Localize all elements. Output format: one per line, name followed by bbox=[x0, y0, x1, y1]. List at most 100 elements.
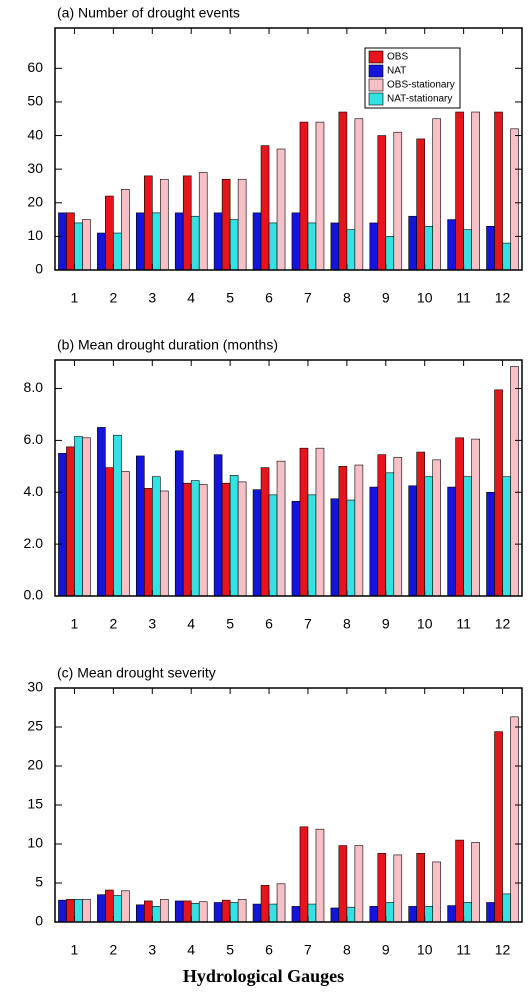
x-tick-label: 4 bbox=[187, 290, 195, 306]
bar bbox=[229, 902, 239, 923]
bar bbox=[135, 212, 145, 271]
bar bbox=[268, 222, 278, 271]
bar bbox=[221, 899, 231, 923]
x-tick-label: 5 bbox=[226, 290, 234, 306]
x-tick-label: 3 bbox=[148, 616, 156, 632]
bar bbox=[330, 222, 340, 271]
bar bbox=[97, 427, 106, 597]
plot-frame bbox=[54, 687, 523, 923]
bar bbox=[299, 121, 309, 271]
bar bbox=[377, 454, 387, 597]
bar bbox=[121, 890, 130, 923]
bar bbox=[385, 902, 395, 923]
y-tick-label: 2.0 bbox=[24, 535, 44, 551]
x-tick-label: 3 bbox=[148, 290, 156, 306]
plot-frame bbox=[54, 359, 523, 597]
bar bbox=[221, 178, 231, 271]
bar bbox=[416, 853, 426, 923]
bar bbox=[291, 212, 301, 271]
x-tick-label: 6 bbox=[265, 942, 273, 958]
bar bbox=[260, 145, 270, 271]
x-tick-label: 3 bbox=[148, 942, 156, 958]
bar bbox=[510, 128, 519, 271]
bar bbox=[369, 486, 379, 597]
bar bbox=[229, 219, 239, 271]
x-axis-label: Hydrological Gauges bbox=[183, 966, 344, 986]
bar bbox=[276, 883, 286, 923]
bar bbox=[494, 731, 503, 923]
legend-label: OBS bbox=[387, 52, 408, 63]
bar bbox=[105, 467, 114, 597]
bar bbox=[447, 905, 456, 923]
x-tick-label: 9 bbox=[382, 942, 390, 958]
y-tick-label: 30 bbox=[27, 679, 43, 695]
bar bbox=[82, 437, 91, 597]
bar bbox=[354, 464, 364, 597]
bar bbox=[105, 889, 114, 923]
bar bbox=[213, 902, 223, 923]
bar bbox=[463, 902, 472, 923]
bar bbox=[237, 178, 247, 271]
x-tick-label: 10 bbox=[417, 616, 433, 632]
bar bbox=[190, 215, 200, 271]
bar bbox=[408, 906, 418, 923]
bar bbox=[354, 118, 364, 271]
bar bbox=[58, 453, 67, 597]
bar bbox=[174, 900, 184, 923]
bar bbox=[252, 212, 262, 271]
y-tick-label: 20 bbox=[27, 757, 43, 773]
bar bbox=[502, 893, 511, 923]
bar bbox=[315, 447, 325, 597]
bar bbox=[182, 482, 192, 597]
bar bbox=[455, 839, 464, 923]
bar bbox=[105, 195, 114, 271]
bar bbox=[471, 842, 480, 923]
x-tick-label: 1 bbox=[71, 616, 79, 632]
bar bbox=[408, 215, 418, 271]
bar bbox=[213, 212, 223, 271]
x-tick-label: 12 bbox=[495, 942, 511, 958]
bar bbox=[143, 900, 153, 923]
bar bbox=[330, 907, 340, 923]
y-tick-label: 0 bbox=[35, 261, 43, 277]
bar bbox=[121, 189, 130, 271]
y-tick-label: 20 bbox=[27, 193, 43, 209]
bar bbox=[307, 494, 317, 597]
bar bbox=[276, 460, 286, 597]
bar bbox=[471, 438, 480, 597]
bar bbox=[268, 494, 278, 597]
x-tick-label: 11 bbox=[456, 942, 471, 958]
bar bbox=[159, 899, 169, 923]
bar bbox=[346, 229, 356, 271]
bar bbox=[159, 490, 169, 597]
bar bbox=[486, 902, 495, 923]
bar bbox=[502, 476, 511, 597]
bar bbox=[121, 471, 130, 597]
legend-label: OBS-stationary bbox=[387, 80, 455, 91]
bar bbox=[315, 828, 325, 923]
bar bbox=[393, 456, 403, 597]
bar bbox=[486, 491, 495, 597]
bar bbox=[66, 212, 75, 271]
bar bbox=[299, 447, 309, 597]
bar bbox=[151, 476, 161, 597]
bar bbox=[510, 366, 519, 597]
bar bbox=[198, 901, 208, 923]
bar bbox=[299, 826, 309, 923]
bar bbox=[471, 111, 480, 271]
bar bbox=[307, 903, 317, 923]
bar bbox=[113, 434, 122, 597]
y-tick-label: 4.0 bbox=[24, 483, 44, 499]
panel-title: (a) Number of drought events bbox=[57, 5, 240, 21]
x-tick-label: 10 bbox=[417, 290, 433, 306]
x-tick-label: 2 bbox=[109, 616, 117, 632]
x-tick-label: 11 bbox=[456, 616, 471, 632]
x-tick-label: 8 bbox=[343, 942, 351, 958]
x-tick-label: 12 bbox=[495, 616, 511, 632]
bar bbox=[97, 894, 106, 923]
bar bbox=[221, 482, 231, 597]
legend-swatch bbox=[368, 50, 384, 64]
x-tick-label: 4 bbox=[187, 942, 195, 958]
bar bbox=[82, 899, 91, 923]
